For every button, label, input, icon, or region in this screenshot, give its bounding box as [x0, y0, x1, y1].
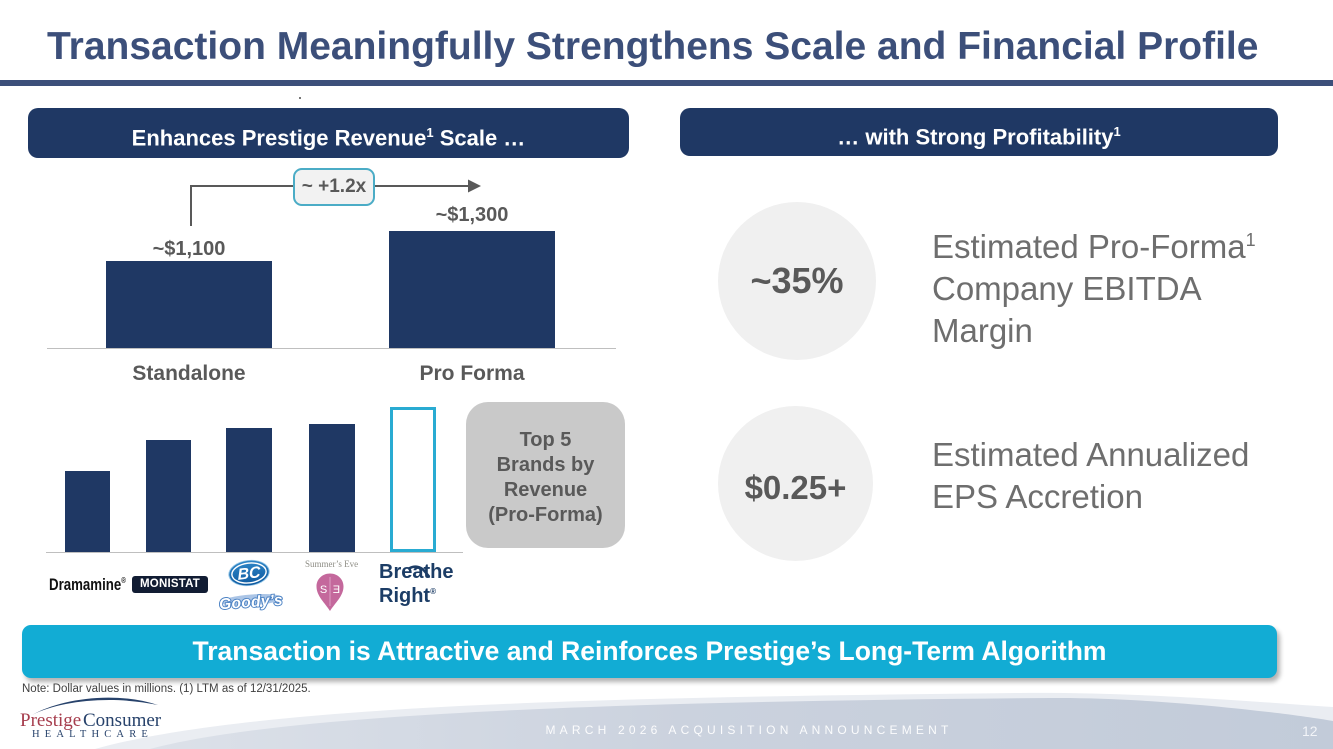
svg-text:S: S — [320, 584, 327, 596]
svg-text:BC: BC — [237, 564, 261, 584]
svg-text:Prestige: Prestige — [20, 710, 81, 731]
svg-text:Goody’s: Goody’s — [219, 592, 284, 613]
svg-text:E: E — [333, 584, 340, 596]
svg-text:Consumer: Consumer — [83, 710, 162, 731]
svg-text:HEALTHCARE: HEALTHCARE — [32, 729, 153, 740]
